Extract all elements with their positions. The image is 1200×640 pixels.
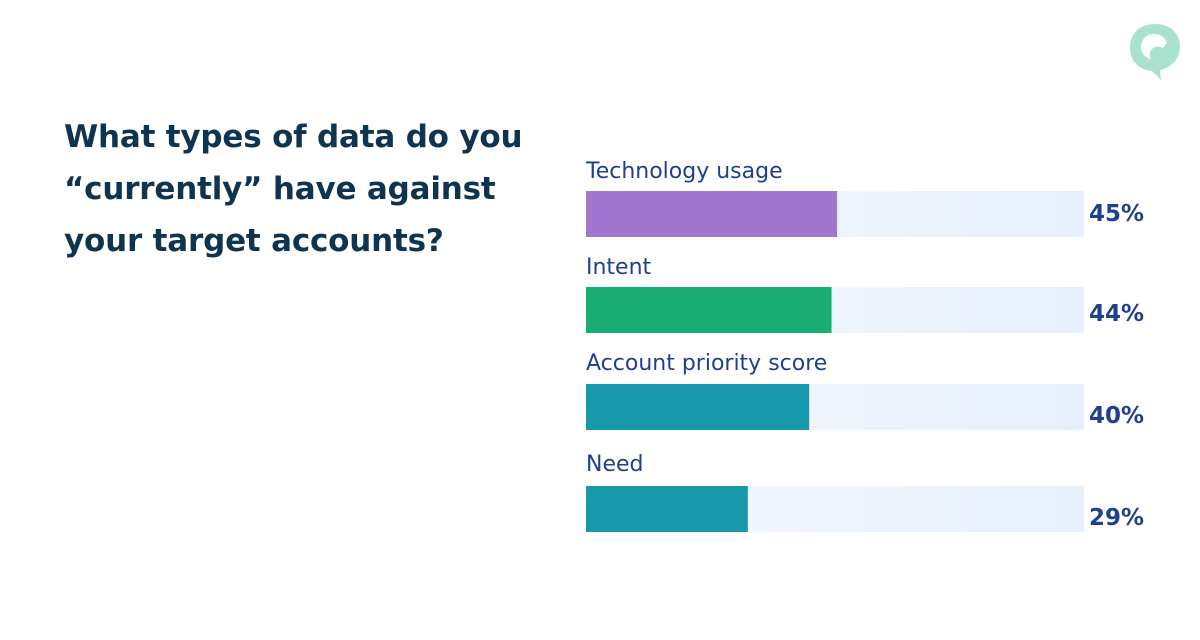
value-label: 40% [1089, 403, 1144, 429]
value-label: 45% [1089, 201, 1144, 227]
bar [586, 191, 838, 237]
category-label: Account priority score [586, 351, 827, 376]
category-label: Need [586, 452, 644, 477]
bar [586, 287, 832, 333]
category-label: Technology usage [585, 159, 783, 184]
chart-question-title: What types of data do you “currently” ha… [64, 119, 523, 259]
bar [586, 384, 810, 430]
speech-bubble-logo-icon [1130, 24, 1180, 80]
bar [586, 486, 748, 532]
value-label: 44% [1089, 301, 1144, 327]
value-label: 29% [1089, 505, 1144, 531]
category-label: Intent [586, 255, 652, 280]
